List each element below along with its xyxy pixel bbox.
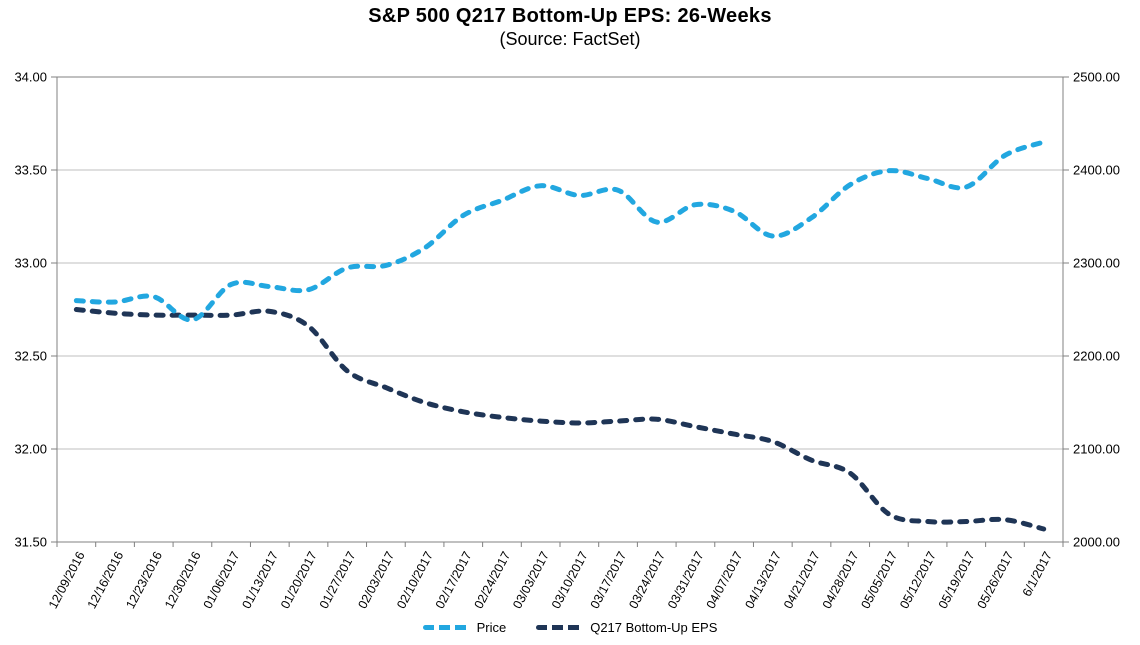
- x-axis-label: 05/26/2017: [975, 549, 1017, 611]
- right-axis-label: 2000.00: [1073, 535, 1120, 550]
- chart-legend: Price Q217 Bottom-Up EPS: [0, 620, 1140, 635]
- x-axis-label: 01/06/2017: [201, 549, 243, 611]
- x-axis-label: 01/27/2017: [317, 549, 359, 611]
- x-axis-label: 03/31/2017: [665, 549, 707, 611]
- left-axis-label: 34.00: [14, 70, 47, 85]
- x-axis-label: 02/03/2017: [355, 549, 397, 611]
- right-axis-label: 2200.00: [1073, 349, 1120, 364]
- legend-label-price: Price: [476, 620, 507, 635]
- x-axis-label: 02/24/2017: [472, 549, 514, 611]
- x-axis-label: 12/09/2016: [46, 549, 88, 611]
- x-axis-label: 6/1/2017: [1020, 549, 1055, 599]
- legend-label-eps: Q217 Bottom-Up EPS: [590, 620, 718, 635]
- right-axis-label: 2300.00: [1073, 256, 1120, 271]
- x-axis-label: 12/23/2016: [123, 549, 165, 611]
- price-line: [73, 139, 1047, 323]
- eps-line: [73, 307, 1047, 532]
- x-axis-label: 03/17/2017: [588, 549, 630, 611]
- x-axis-label: 01/13/2017: [239, 549, 281, 611]
- x-axis-label: 03/10/2017: [549, 549, 591, 611]
- x-axis-label: 04/28/2017: [820, 549, 862, 611]
- left-axis-label: 32.00: [14, 442, 47, 457]
- x-axis-label: 02/10/2017: [394, 549, 436, 611]
- x-axis-label: 05/05/2017: [858, 549, 900, 611]
- price-line-swatch: [422, 625, 469, 630]
- legend-item-price: Price: [422, 620, 507, 635]
- legend-item-eps: Q217 Bottom-Up EPS: [536, 620, 717, 635]
- x-axis-label: 12/30/2016: [162, 549, 204, 611]
- left-axis-label: 33.50: [14, 163, 47, 178]
- x-axis-label: 04/07/2017: [704, 549, 746, 611]
- left-axis-label: 32.50: [14, 349, 47, 364]
- x-axis-label: 02/17/2017: [433, 549, 475, 611]
- x-axis-label: 01/20/2017: [278, 549, 320, 611]
- x-axis-label: 03/24/2017: [626, 549, 668, 611]
- x-axis-label: 05/19/2017: [936, 549, 978, 611]
- x-axis-label: 05/12/2017: [897, 549, 939, 611]
- left-axis-label: 31.50: [14, 535, 47, 550]
- left-axis-label: 33.00: [14, 256, 47, 271]
- x-axis-label: 04/21/2017: [781, 549, 823, 611]
- x-axis-label: 12/16/2016: [85, 549, 127, 611]
- chart-subtitle: (Source: FactSet): [499, 29, 641, 49]
- eps-line-swatch: [536, 625, 583, 630]
- x-axis-label: 03/03/2017: [510, 549, 552, 611]
- right-axis-label: 2100.00: [1073, 442, 1120, 457]
- right-axis-label: 2500.00: [1073, 70, 1120, 85]
- right-axis-label: 2400.00: [1073, 163, 1120, 178]
- chart-title: S&P 500 Q217 Bottom-Up EPS: 26-Weeks: [368, 5, 772, 27]
- x-axis-label: 04/13/2017: [742, 549, 784, 611]
